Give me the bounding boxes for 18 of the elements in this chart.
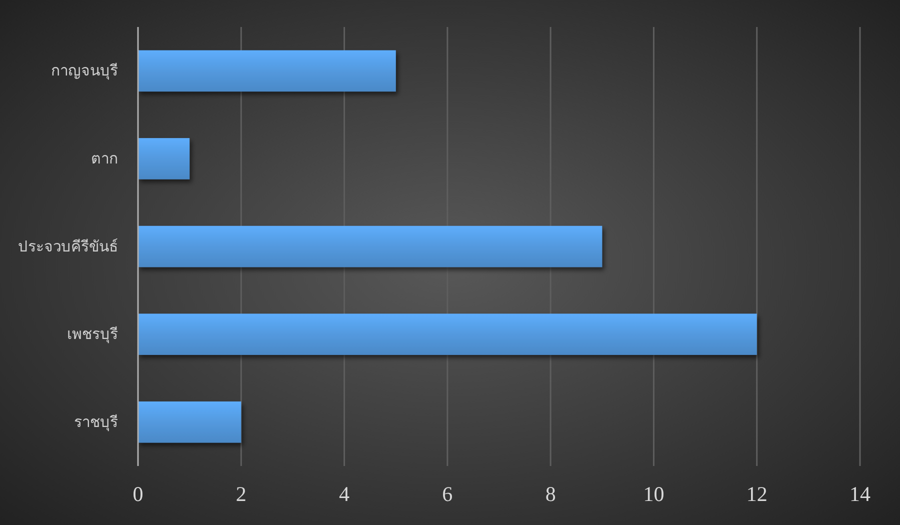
bar xyxy=(138,314,757,355)
bar xyxy=(138,138,190,180)
y-tick-label: เพชรบุรี xyxy=(67,325,118,344)
x-tick-label: 10 xyxy=(643,482,664,506)
x-tick-label: 0 xyxy=(132,482,144,506)
x-tick-label: 2 xyxy=(236,482,246,506)
bar xyxy=(138,50,396,92)
x-tick-label: 4 xyxy=(339,482,350,506)
x-tick-label: 6 xyxy=(442,482,453,506)
y-tick-label: กาญจนบุรี xyxy=(51,62,118,81)
x-tick-label: 8 xyxy=(545,482,556,506)
bar xyxy=(138,226,602,268)
x-tick-label: 12 xyxy=(746,482,768,506)
y-tick-label: ราชบุรี xyxy=(74,412,118,432)
y-tick-label: ประจวบคีรีขันธ์ xyxy=(18,237,118,256)
y-tick-label: ตาก xyxy=(91,150,118,168)
x-tick-label: 14 xyxy=(850,482,871,506)
bar xyxy=(138,401,242,443)
